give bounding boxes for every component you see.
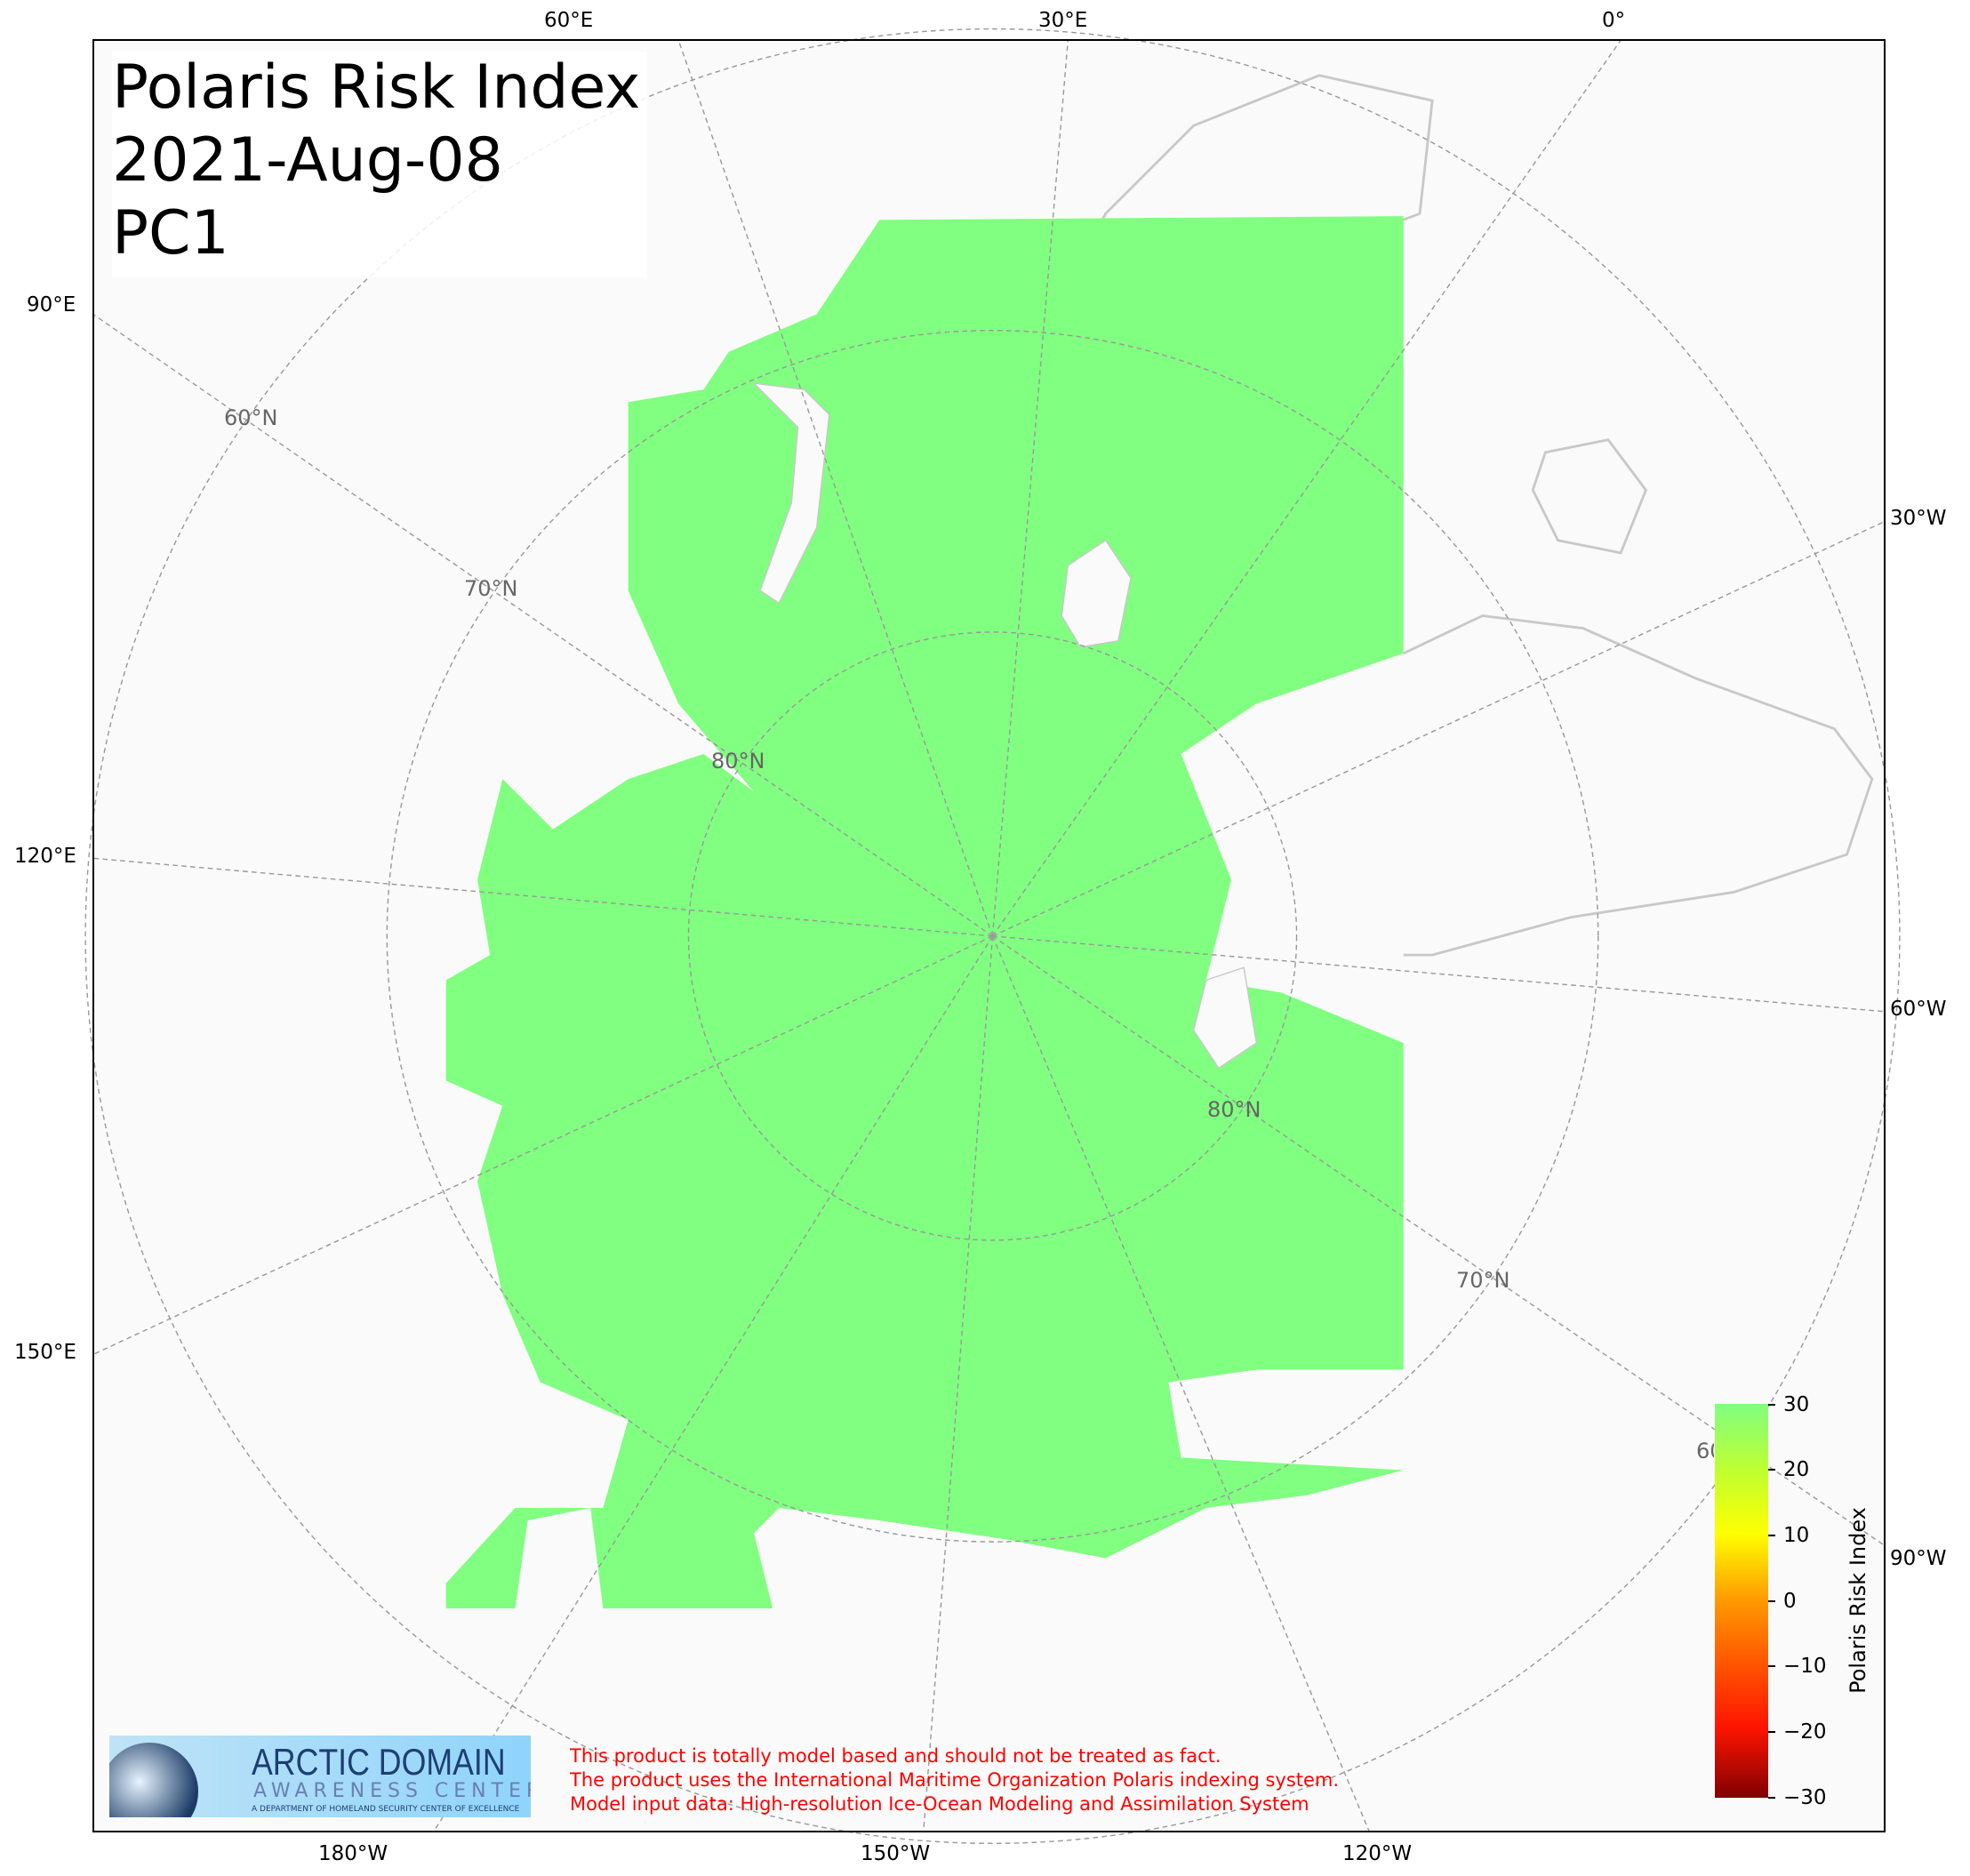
lon-label-30e: 30°E (1038, 9, 1088, 32)
lon-label-30w: 30°W (1890, 507, 1947, 530)
lon-label-150w: 150°W (861, 1842, 931, 1865)
colorbar-tick-label: 20 (1783, 1458, 1810, 1481)
lon-label-120e: 120°E (14, 845, 76, 868)
lat-label-60n: 60°N (224, 405, 278, 430)
colorbar-tick-label: 10 (1783, 1524, 1810, 1547)
colorbar-tick-label: −30 (1783, 1786, 1827, 1809)
colorbar-tick (1768, 1731, 1775, 1733)
colorbar-tick-label: 0 (1783, 1590, 1797, 1613)
colorbar-label: Polaris Risk Index (1846, 1507, 1870, 1694)
map-title: Polaris Risk Index 2021-Aug-08 PC1 (112, 52, 648, 277)
colorbar (1715, 1404, 1768, 1798)
lon-label-60w: 60°W (1890, 998, 1947, 1021)
lon-label-120w: 120°W (1342, 1842, 1413, 1865)
title-line-2: 2021-Aug-08 (112, 125, 503, 196)
lon-label-0: 0° (1602, 9, 1626, 32)
colorbar-tick (1768, 1404, 1775, 1406)
island-novaya-zemlya (752, 382, 830, 605)
coastline-greenland (1403, 614, 1874, 957)
coastline-iceland (1531, 438, 1648, 555)
logo-line-1: ARCTIC DOMAIN (252, 1741, 506, 1783)
disclaimer-line-3: Model input data: High-resolution Ice-Oc… (570, 1793, 1309, 1815)
lat-label-80n-b: 80°N (1207, 1097, 1261, 1122)
disclaimer: This product is totally model based and … (570, 1744, 1339, 1816)
globe-icon (109, 1743, 198, 1817)
title-line-3: PC1 (112, 198, 229, 269)
lon-label-60e: 60°E (544, 9, 594, 32)
island-ellesmere (1192, 966, 1258, 1070)
map-frame (92, 39, 1886, 1832)
graticule (84, 28, 1901, 1845)
colorbar-tick-label: 30 (1783, 1393, 1810, 1416)
adac-logo: ARCTIC DOMAIN AWARENESS CENTER A DEPARTM… (109, 1736, 531, 1817)
colorbar-tick (1768, 1535, 1775, 1536)
title-line-1: Polaris Risk Index (112, 52, 641, 123)
logo-line-3: A DEPARTMENT OF HOMELAND SECURITY CENTER… (252, 1805, 520, 1814)
lat-label-60n-b: 60°N (1696, 1439, 1714, 1463)
island-svalbard (1061, 539, 1132, 648)
colorbar-tick-label: −10 (1783, 1655, 1827, 1678)
colorbar-tick (1768, 1600, 1775, 1602)
disclaimer-line-1: This product is totally model based and … (570, 1745, 1221, 1767)
colorbar-tick-label: −20 (1783, 1720, 1827, 1744)
ocean-risk-area (445, 216, 1404, 1609)
lon-label-90e: 90°E (27, 293, 76, 317)
logo-line-2: AWARENESS CENTER (253, 1780, 531, 1802)
disclaimer-line-2: The product uses the International Marit… (570, 1769, 1340, 1791)
lat-label-80n: 80°N (711, 749, 765, 774)
colorbar-tick (1768, 1797, 1775, 1799)
colorbar-tick (1768, 1665, 1775, 1667)
coastline-scandinavia (1041, 74, 1434, 328)
lat-label-70n-b: 70°N (1456, 1268, 1510, 1293)
lon-label-90w: 90°W (1890, 1547, 1947, 1570)
lon-label-180w: 180°W (318, 1842, 388, 1865)
lon-label-150e: 150°E (14, 1341, 76, 1364)
lat-label-70n: 70°N (464, 576, 518, 601)
colorbar-tick (1768, 1469, 1775, 1471)
